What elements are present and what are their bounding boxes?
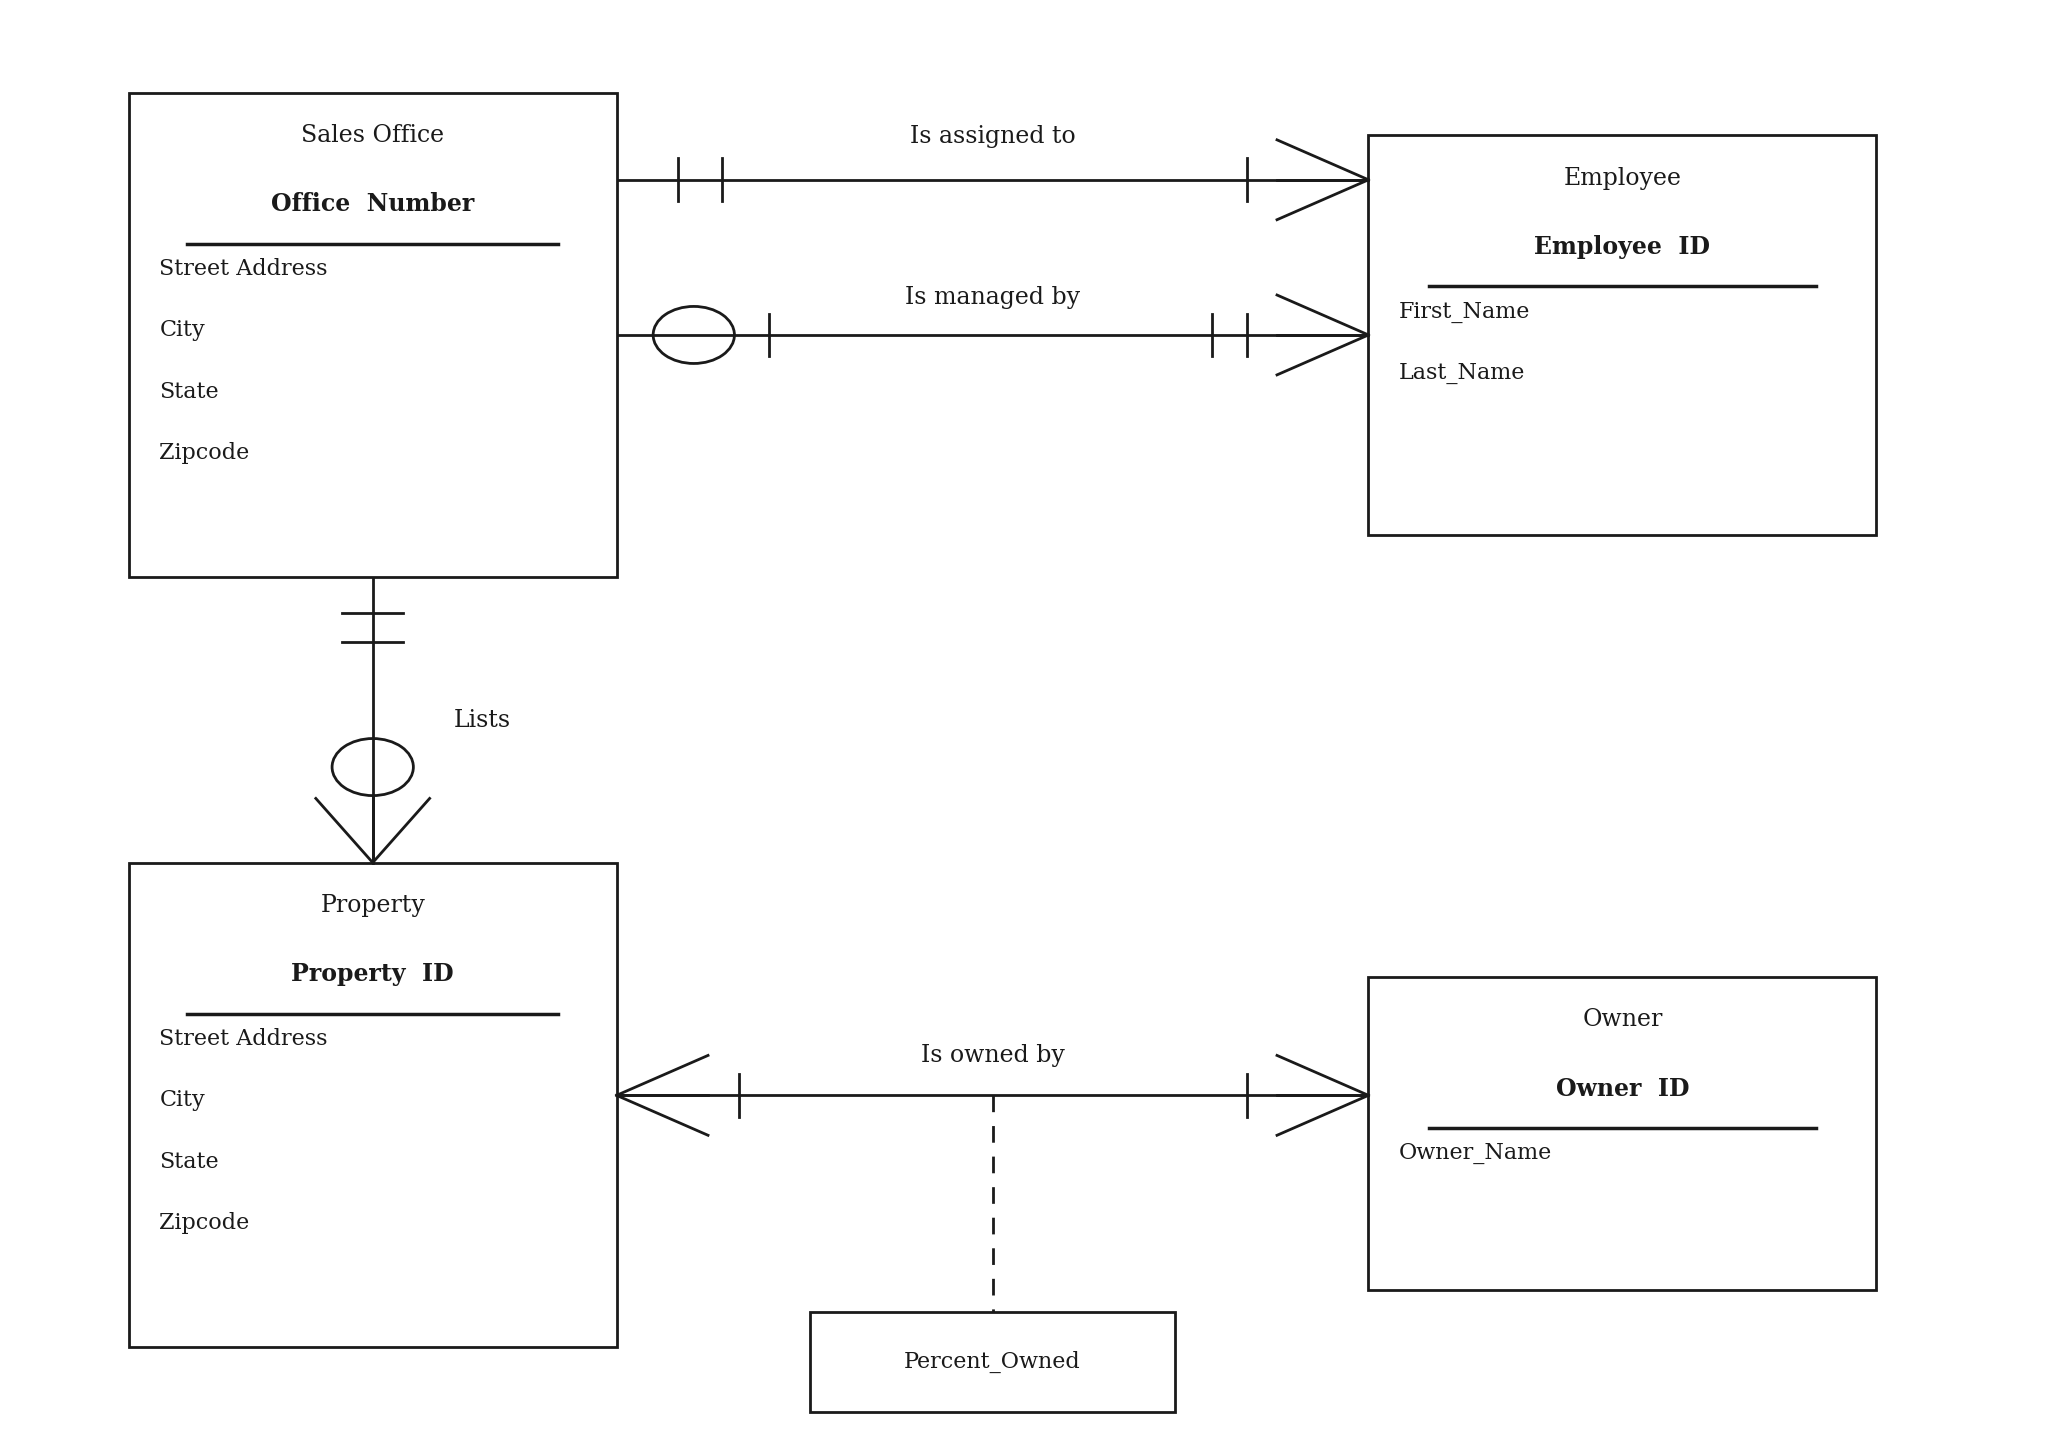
Text: Property  ID: Property ID xyxy=(291,962,454,986)
Text: First_Name: First_Name xyxy=(1399,301,1530,323)
Text: Is managed by: Is managed by xyxy=(904,287,1080,310)
Bar xyxy=(129,863,616,1348)
Text: Employee: Employee xyxy=(1563,167,1682,190)
Text: Last_Name: Last_Name xyxy=(1399,361,1526,384)
Text: Sales Office: Sales Office xyxy=(301,124,444,147)
Text: State: State xyxy=(160,1151,219,1172)
Text: Office  Number: Office Number xyxy=(272,193,475,216)
Text: Street Address: Street Address xyxy=(160,1028,327,1050)
Text: Property: Property xyxy=(321,894,426,917)
Text: Zipcode: Zipcode xyxy=(160,1212,250,1234)
Bar xyxy=(810,1312,1174,1411)
Text: Is owned by: Is owned by xyxy=(921,1044,1064,1067)
Text: Lists: Lists xyxy=(454,708,512,732)
Text: State: State xyxy=(160,380,219,403)
Bar xyxy=(1369,135,1876,534)
Text: Street Address: Street Address xyxy=(160,258,327,279)
Text: Owner: Owner xyxy=(1582,1008,1663,1031)
Text: City: City xyxy=(160,320,205,341)
Text: Employee  ID: Employee ID xyxy=(1534,235,1710,259)
Text: Owner_Name: Owner_Name xyxy=(1399,1142,1553,1164)
Bar xyxy=(1369,976,1876,1290)
Text: Zipcode: Zipcode xyxy=(160,442,250,464)
Bar xyxy=(129,92,616,577)
Text: Owner  ID: Owner ID xyxy=(1555,1077,1690,1100)
Text: City: City xyxy=(160,1090,205,1112)
Text: Is assigned to: Is assigned to xyxy=(910,125,1076,148)
Text: Percent_Owned: Percent_Owned xyxy=(904,1351,1080,1372)
